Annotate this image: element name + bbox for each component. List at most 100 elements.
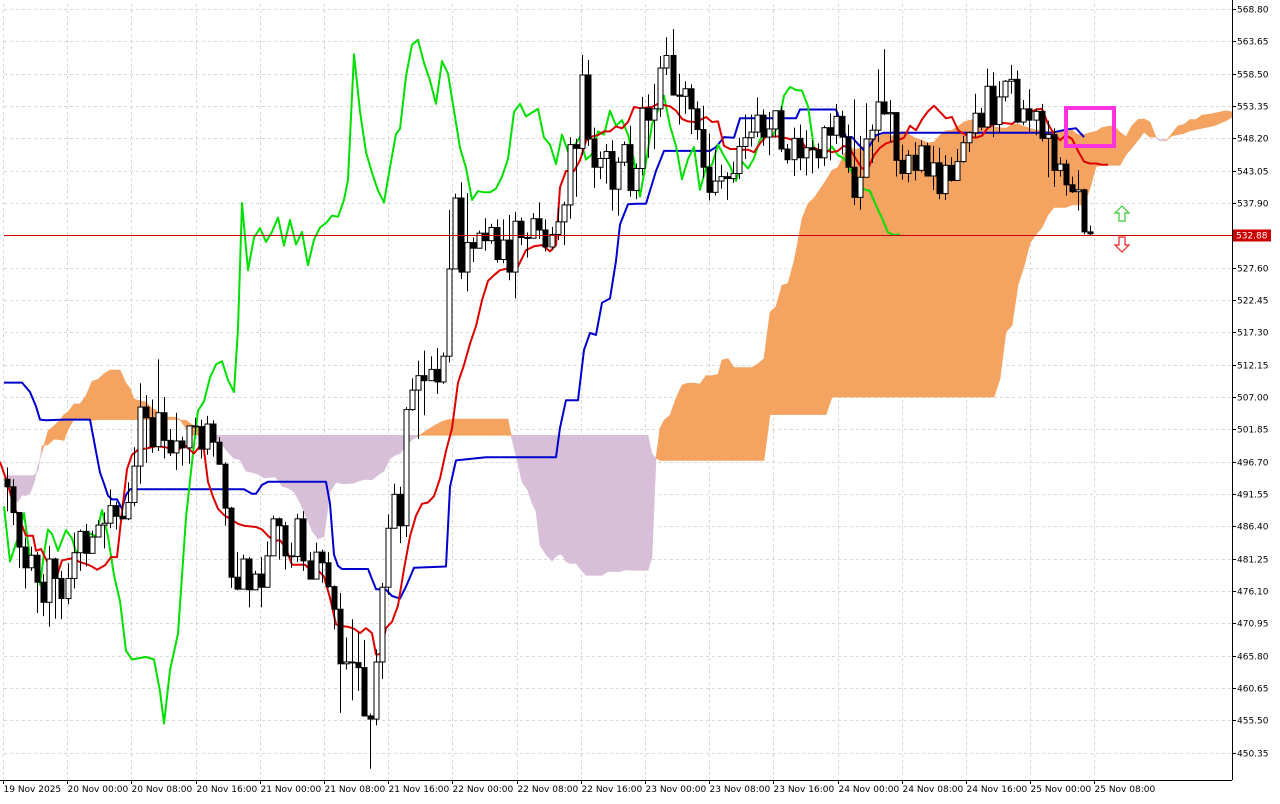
candle-body-bull: [125, 501, 132, 520]
kumo-bull-segment: [435, 421, 443, 436]
kumo-bear-segment: [595, 435, 603, 576]
candle: [712, 149, 719, 196]
candle: [1051, 128, 1058, 187]
candle-body-bull: [621, 144, 628, 163]
kumo-bear-segment: [619, 435, 627, 572]
candle: [736, 137, 743, 180]
candle: [270, 515, 277, 557]
candle-body-bear: [179, 440, 186, 449]
kumo-bull-segment: [1035, 129, 1043, 236]
kumo-bull-segment: [763, 312, 771, 461]
candle-body-bear: [827, 127, 834, 136]
candle-body-bull: [264, 555, 271, 588]
candle: [839, 110, 846, 155]
candle: [536, 202, 543, 239]
candle: [228, 506, 235, 588]
candle: [28, 546, 35, 571]
candle-body-bull: [730, 173, 737, 180]
kumo-bull-segment: [813, 188, 821, 415]
candle: [155, 359, 162, 452]
candle: [173, 412, 180, 470]
candle: [222, 462, 229, 526]
kumo-bear-segment: [651, 453, 657, 558]
kumo-bear-segment: [631, 435, 637, 571]
candle-body-bull: [657, 67, 664, 110]
candle: [609, 140, 616, 211]
candle-body-bull: [615, 161, 622, 190]
kumo-bear-segment: [305, 435, 313, 531]
candle-body-bear: [337, 608, 344, 665]
candle-body-bull: [65, 577, 72, 600]
candle: [258, 557, 265, 608]
candle-body-bear: [397, 493, 404, 527]
kumo-bear-segment: [299, 435, 307, 517]
kumo-bear-segment: [569, 435, 577, 564]
candle: [313, 542, 320, 580]
kumo-bear-segment: [293, 435, 301, 504]
candle-body-bull: [1057, 163, 1064, 171]
kumo-bull-segment: [687, 382, 695, 461]
x-tick-label: 21 Nov 08:00: [325, 785, 386, 795]
candle-body-bear: [40, 581, 47, 603]
kumo-bear-segment: [521, 435, 529, 492]
x-tick-label: 22 Nov 08:00: [518, 785, 579, 795]
kumo-bear-segment: [601, 435, 609, 576]
kumo-bull-segment: [59, 413, 65, 441]
candle-body-bull: [651, 108, 658, 121]
candle: [385, 514, 392, 595]
candle: [10, 479, 17, 526]
candle-body-bear: [222, 463, 229, 509]
candle: [46, 545, 53, 627]
candle-body-bull: [101, 522, 108, 526]
candle-body-bear: [421, 375, 428, 382]
candle-body-bull: [464, 242, 471, 273]
candle: [863, 103, 870, 178]
candle-body-bear: [881, 101, 888, 115]
candle: [167, 429, 174, 457]
candle-body-bear: [573, 144, 580, 149]
candle-body-bull: [71, 552, 78, 579]
kumo-bear-segment: [33, 465, 39, 484]
kumo-bull-segment: [1219, 110, 1227, 124]
candle-body-bear: [706, 166, 713, 193]
candle: [784, 144, 791, 164]
kumo-bear-segment: [607, 435, 615, 572]
candle-body-bull: [89, 536, 96, 554]
kumo-bull-segment: [921, 139, 929, 398]
kumo-bear-segment: [341, 435, 349, 484]
candle-body-bear: [670, 54, 677, 96]
candle: [809, 140, 816, 174]
kumo-bull-segment: [669, 398, 677, 461]
kumo-bull-segment: [733, 367, 741, 461]
kumo-bear-segment: [517, 435, 523, 482]
kumo-bull-segment: [507, 418, 513, 440]
candle: [252, 570, 259, 591]
candle-body-bull: [131, 465, 138, 503]
x-tick-label: 20 Nov 08:00: [132, 785, 193, 795]
candle-body-bear: [22, 546, 29, 569]
kumo-bear-segment: [411, 435, 419, 441]
candle: [1075, 170, 1082, 211]
candle-body-bear: [518, 220, 525, 239]
y-tick-label: 470.95: [1237, 620, 1269, 630]
kumo-bull-segment: [1177, 124, 1185, 135]
candle-body-bull: [639, 107, 646, 169]
y-tick-label: 553.35: [1237, 103, 1269, 113]
candle-body-bull: [440, 355, 447, 383]
kumo-bear-segment: [29, 475, 35, 494]
kumo-bear-segment: [511, 435, 519, 465]
candle-body-bull: [887, 112, 894, 115]
x-tick-label: 19 Nov 2025: [4, 785, 62, 795]
candle-body-bull: [555, 221, 562, 235]
kumo-bear-segment: [531, 435, 537, 512]
candle: [343, 637, 350, 670]
candle: [234, 552, 241, 591]
kumo-bull-segment: [843, 146, 851, 398]
candle: [869, 124, 876, 163]
candle-body-bull: [155, 412, 162, 448]
y-tick-label: 465.80: [1237, 653, 1269, 663]
candle: [851, 99, 858, 205]
kumo-bull-segment: [67, 403, 75, 431]
candle-body-bear: [494, 227, 501, 261]
